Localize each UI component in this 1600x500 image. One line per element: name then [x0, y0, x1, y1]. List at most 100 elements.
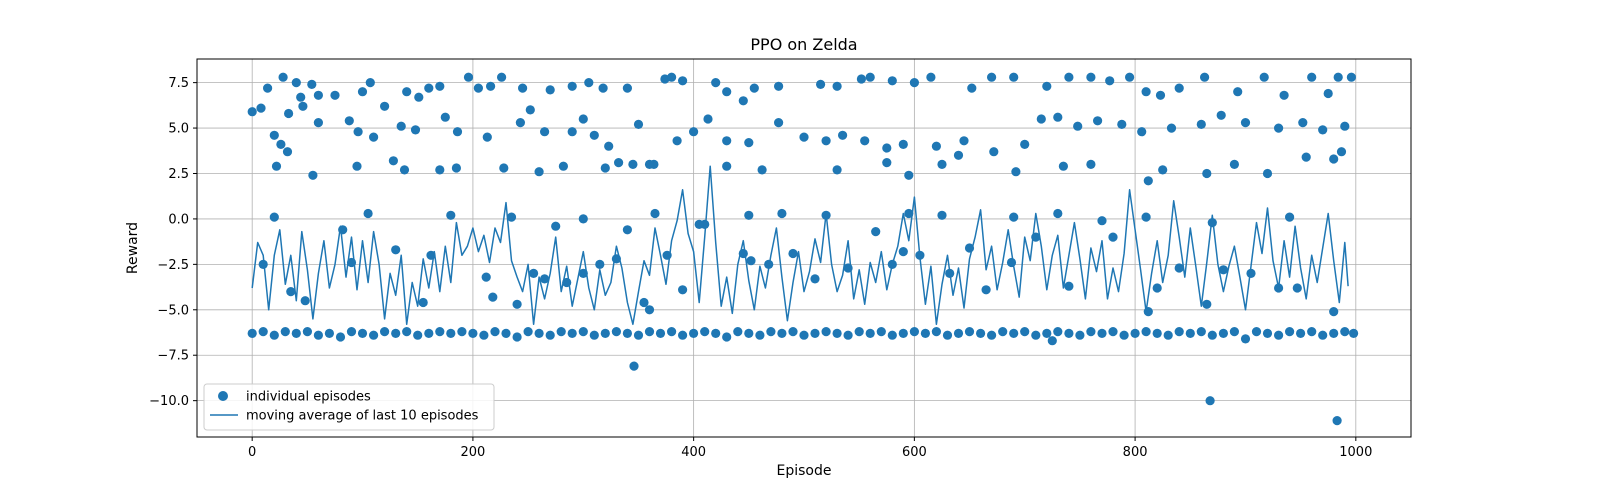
- episode-point: [887, 76, 897, 86]
- episode-point: [1141, 327, 1151, 337]
- episode-point: [1340, 121, 1350, 131]
- episode-point: [777, 328, 787, 338]
- episode-point: [286, 287, 296, 297]
- episode-point: [540, 127, 550, 137]
- episode-point: [614, 158, 624, 168]
- episode-point: [898, 139, 908, 149]
- episode-point: [276, 139, 286, 149]
- episode-point: [746, 256, 756, 266]
- episode-point: [463, 72, 474, 82]
- episode-point: [1097, 328, 1107, 338]
- episode-point: [711, 78, 721, 88]
- episode-point: [937, 159, 947, 169]
- episode-point: [1318, 330, 1328, 340]
- episode-point: [1298, 118, 1308, 128]
- episode-point: [1108, 327, 1118, 337]
- episode-point: [1020, 139, 1030, 149]
- episode-point: [689, 328, 699, 338]
- episode-point: [633, 330, 644, 340]
- episode-point: [604, 141, 614, 151]
- x-tick-label: 1000: [1339, 445, 1372, 460]
- episode-point: [589, 130, 599, 140]
- episode-point: [1274, 330, 1284, 340]
- episode-point: [989, 147, 999, 157]
- episode-point: [584, 78, 594, 88]
- episode-point: [1329, 307, 1339, 317]
- episode-point: [551, 221, 561, 231]
- episode-point: [810, 274, 820, 284]
- episode-point: [278, 72, 288, 82]
- episode-point: [451, 163, 461, 173]
- x-tick-label: 600: [902, 445, 927, 460]
- y-tick-label: 0.0: [168, 212, 189, 227]
- episode-point: [481, 272, 491, 282]
- episode-point: [1174, 83, 1184, 93]
- episode-point: [545, 85, 555, 95]
- episode-point: [534, 167, 544, 177]
- x-axis-label: Episode: [777, 463, 832, 479]
- episode-point: [1042, 81, 1052, 91]
- episode-point: [1047, 336, 1057, 346]
- episode-point: [269, 212, 279, 222]
- episode-point: [1009, 328, 1019, 338]
- episode-point: [838, 130, 848, 140]
- episode-point: [832, 328, 842, 338]
- episode-point: [915, 250, 925, 260]
- episode-point: [414, 92, 424, 102]
- episode-point: [1216, 110, 1226, 120]
- episode-point: [595, 259, 605, 269]
- episode-point: [964, 327, 975, 337]
- episode-point: [937, 210, 947, 220]
- episode-point: [976, 328, 986, 338]
- episode-point: [435, 165, 445, 175]
- episode-point: [1233, 87, 1243, 97]
- episode-point: [766, 327, 776, 337]
- episode-point: [562, 277, 572, 288]
- episode-point: [1329, 154, 1339, 164]
- episode-point: [313, 90, 323, 100]
- episode-point: [1240, 118, 1251, 128]
- episode-point: [352, 161, 362, 171]
- episode-point: [1053, 112, 1063, 122]
- episode-point: [1086, 159, 1096, 169]
- episode-point: [860, 136, 870, 146]
- episode-point: [291, 78, 301, 88]
- episode-point: [1152, 283, 1162, 293]
- episode-point: [1205, 396, 1215, 406]
- episode-point: [600, 328, 610, 338]
- episode-point: [1174, 327, 1184, 337]
- episode-point: [446, 210, 456, 220]
- episode-point: [578, 327, 588, 337]
- episode-point: [258, 327, 268, 337]
- episode-point: [856, 74, 867, 84]
- episode-point: [413, 330, 423, 340]
- episode-point: [722, 161, 732, 171]
- episode-point: [821, 327, 831, 337]
- episode-point: [1117, 119, 1127, 129]
- episode-point: [363, 208, 373, 219]
- episode-point: [418, 297, 428, 308]
- episode-point: [700, 327, 710, 337]
- episode-point: [578, 214, 588, 224]
- plot-area: [196, 58, 1412, 438]
- episode-point: [662, 250, 672, 260]
- episode-point: [457, 327, 467, 337]
- legend-marker-individual-episodes: [218, 391, 228, 401]
- episode-point: [357, 328, 368, 338]
- episode-point: [525, 105, 535, 115]
- episode-point: [1141, 87, 1151, 97]
- episode-point: [799, 132, 809, 142]
- episode-point: [501, 328, 511, 338]
- episode-point: [247, 107, 257, 117]
- episode-point: [280, 327, 290, 337]
- episode-point: [486, 81, 496, 91]
- episode-point: [904, 170, 914, 180]
- episode-point: [1185, 328, 1195, 338]
- episode-point: [488, 292, 498, 302]
- episode-point: [1075, 330, 1085, 340]
- episode-point: [1105, 76, 1115, 86]
- episode-point: [346, 257, 357, 268]
- episode-point: [945, 268, 955, 278]
- episode-point: [1020, 327, 1030, 337]
- episode-point: [931, 327, 942, 337]
